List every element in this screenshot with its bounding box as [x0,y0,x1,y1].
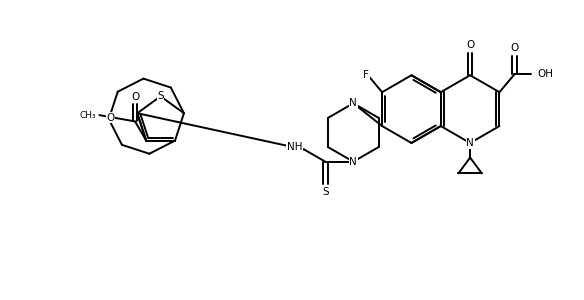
Text: NH: NH [287,142,303,152]
Text: O: O [106,112,114,123]
Text: N: N [349,98,357,108]
Text: OH: OH [537,69,553,79]
Text: N: N [349,157,357,167]
Text: S: S [322,187,329,197]
Text: O: O [466,40,474,50]
Text: N: N [466,138,474,148]
Text: CH₃: CH₃ [80,111,96,120]
Text: F: F [363,70,369,80]
Text: S: S [157,91,164,101]
Text: O: O [510,43,519,53]
Text: O: O [131,92,139,102]
